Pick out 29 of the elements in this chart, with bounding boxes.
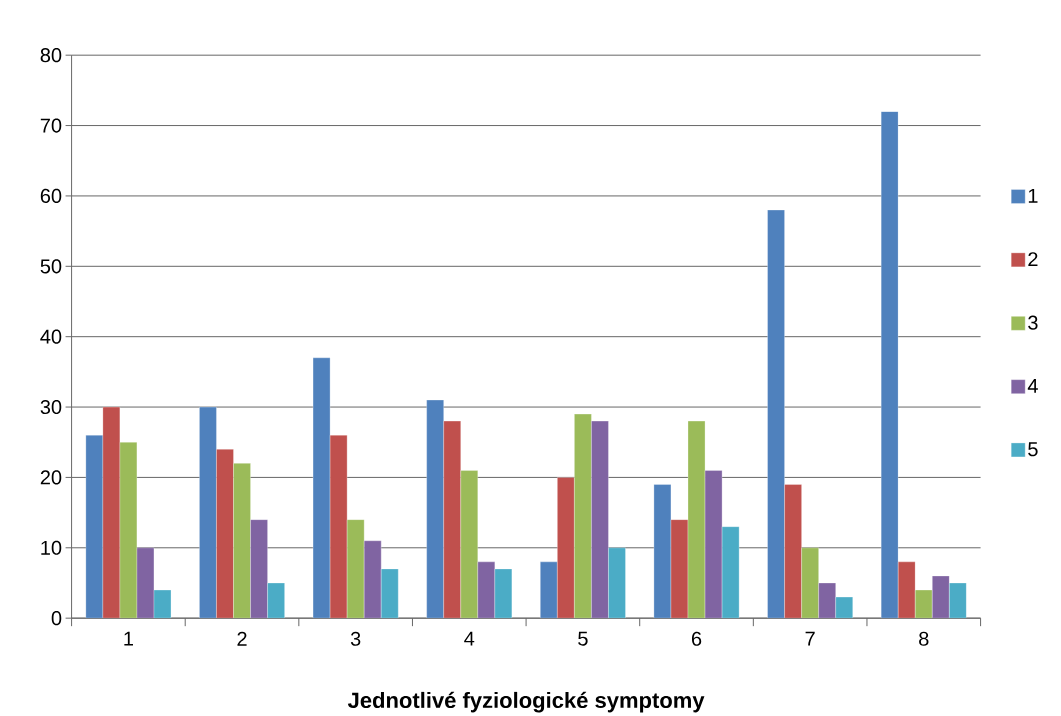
- legend-label: 2: [1028, 252, 1038, 267]
- y-tick-label: 40: [40, 329, 62, 344]
- y-tick-label: 60: [40, 188, 62, 204]
- legend-label: 3: [1028, 315, 1038, 330]
- bar: [199, 406, 217, 619]
- y-tick-label: 50: [40, 259, 62, 274]
- y-tick-label: 30: [40, 400, 62, 415]
- y-tick-label: 70: [40, 118, 62, 133]
- x-tick-label: 3: [350, 631, 361, 646]
- y-tick-label: 10: [41, 540, 62, 555]
- y-tick-label: 20: [40, 470, 62, 485]
- bar: [540, 561, 558, 619]
- bar: [881, 111, 899, 619]
- x-tick-label: 2: [237, 631, 247, 646]
- bar: [85, 435, 103, 619]
- x-tick-label: 7: [805, 631, 815, 646]
- x-tick-label: 5: [578, 631, 588, 646]
- legend-label: 5: [1028, 442, 1038, 457]
- x-tick-label: 8: [919, 631, 929, 646]
- legend-label: 4: [1027, 379, 1038, 393]
- x-tick-label: 1: [124, 631, 133, 646]
- y-tick-label: 0: [51, 611, 62, 626]
- x-tick-label: 6: [691, 631, 702, 646]
- y-tick-label: 80: [40, 48, 62, 63]
- x-tick-label: 4: [464, 631, 475, 646]
- bar: [767, 209, 785, 619]
- bar: [426, 399, 444, 619]
- x-axis-title: Jednotlivé fyziologické symptomy: [347, 691, 705, 713]
- legend-label: 1: [1028, 188, 1038, 203]
